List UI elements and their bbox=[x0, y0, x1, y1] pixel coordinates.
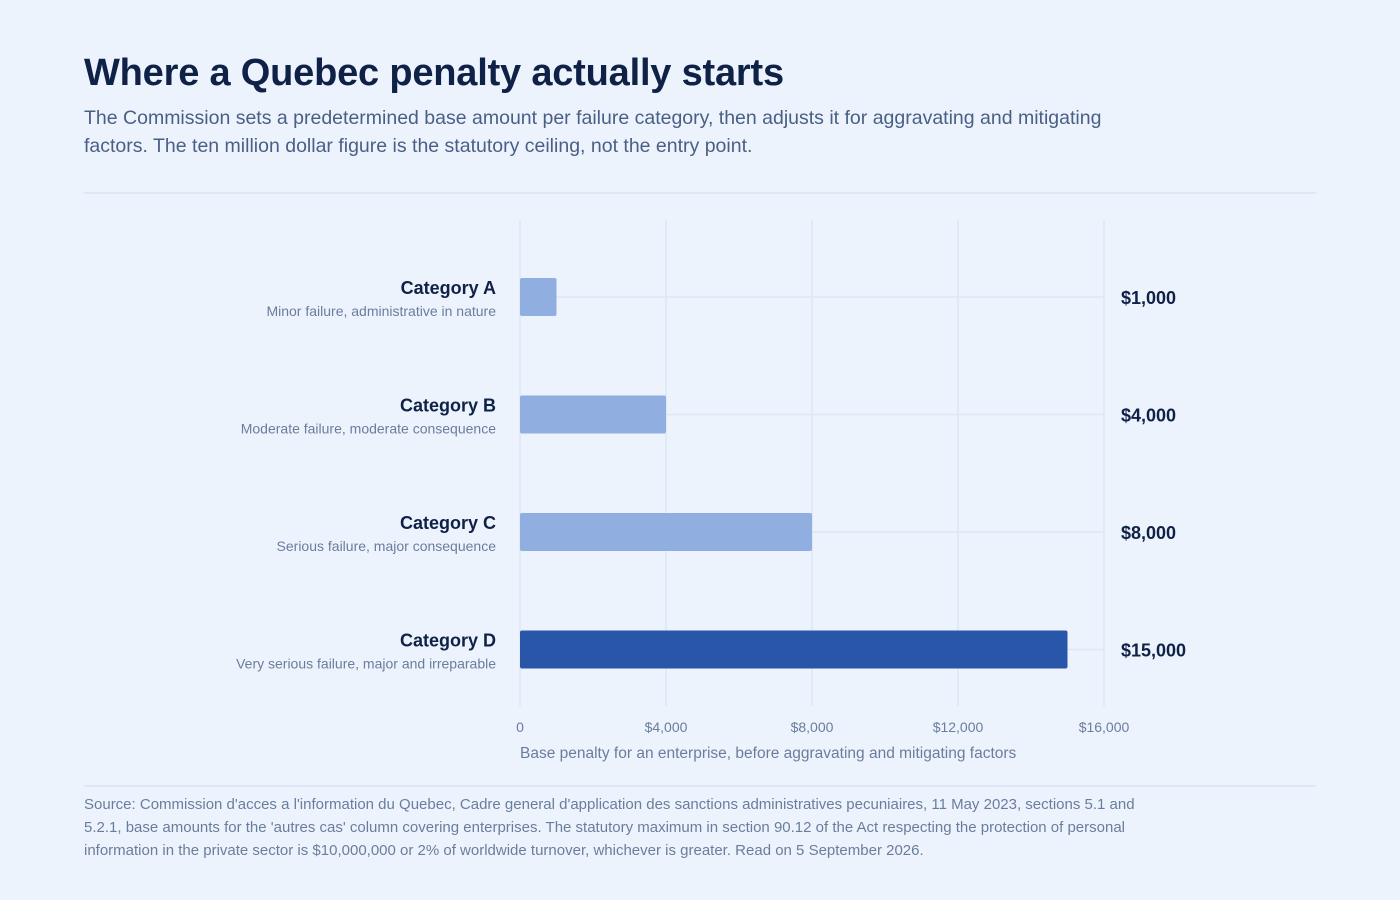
x-tick-label: $12,000 bbox=[933, 719, 984, 735]
bar bbox=[520, 395, 666, 434]
chart-subtitle: The Commission sets a predetermined base… bbox=[84, 107, 1102, 157]
bar bbox=[520, 278, 557, 316]
value-label: $8,000 bbox=[1121, 523, 1176, 543]
bottom-divider bbox=[84, 785, 1316, 787]
category-description: Moderate failure, moderate consequence bbox=[241, 421, 496, 437]
category-description: Serious failure, major consequence bbox=[277, 538, 497, 554]
chart-title: Where a Quebec penalty actually starts bbox=[84, 52, 784, 94]
category-label: Category D bbox=[400, 631, 496, 651]
category-label: Category B bbox=[400, 396, 496, 416]
value-label: $15,000 bbox=[1121, 641, 1186, 661]
bar bbox=[520, 630, 1068, 669]
x-tick-label: $16,000 bbox=[1079, 719, 1130, 735]
source-note: Source: Commission d'acces a l'informati… bbox=[84, 796, 1135, 859]
value-label: $1,000 bbox=[1121, 288, 1176, 308]
x-tick-label: 0 bbox=[516, 719, 524, 735]
category-description: Minor failure, administrative in nature bbox=[266, 303, 496, 319]
x-axis-label: Base penalty for an enterprise, before a… bbox=[520, 745, 1017, 762]
x-tick-label: $8,000 bbox=[791, 719, 834, 735]
value-label: $4,000 bbox=[1121, 406, 1176, 426]
category-description: Very serious failure, major and irrepara… bbox=[236, 656, 496, 672]
category-label: Category A bbox=[401, 278, 496, 298]
top-divider bbox=[84, 192, 1316, 194]
category-label: Category C bbox=[400, 513, 496, 533]
x-tick-label: $4,000 bbox=[645, 719, 688, 735]
bar bbox=[520, 513, 812, 551]
